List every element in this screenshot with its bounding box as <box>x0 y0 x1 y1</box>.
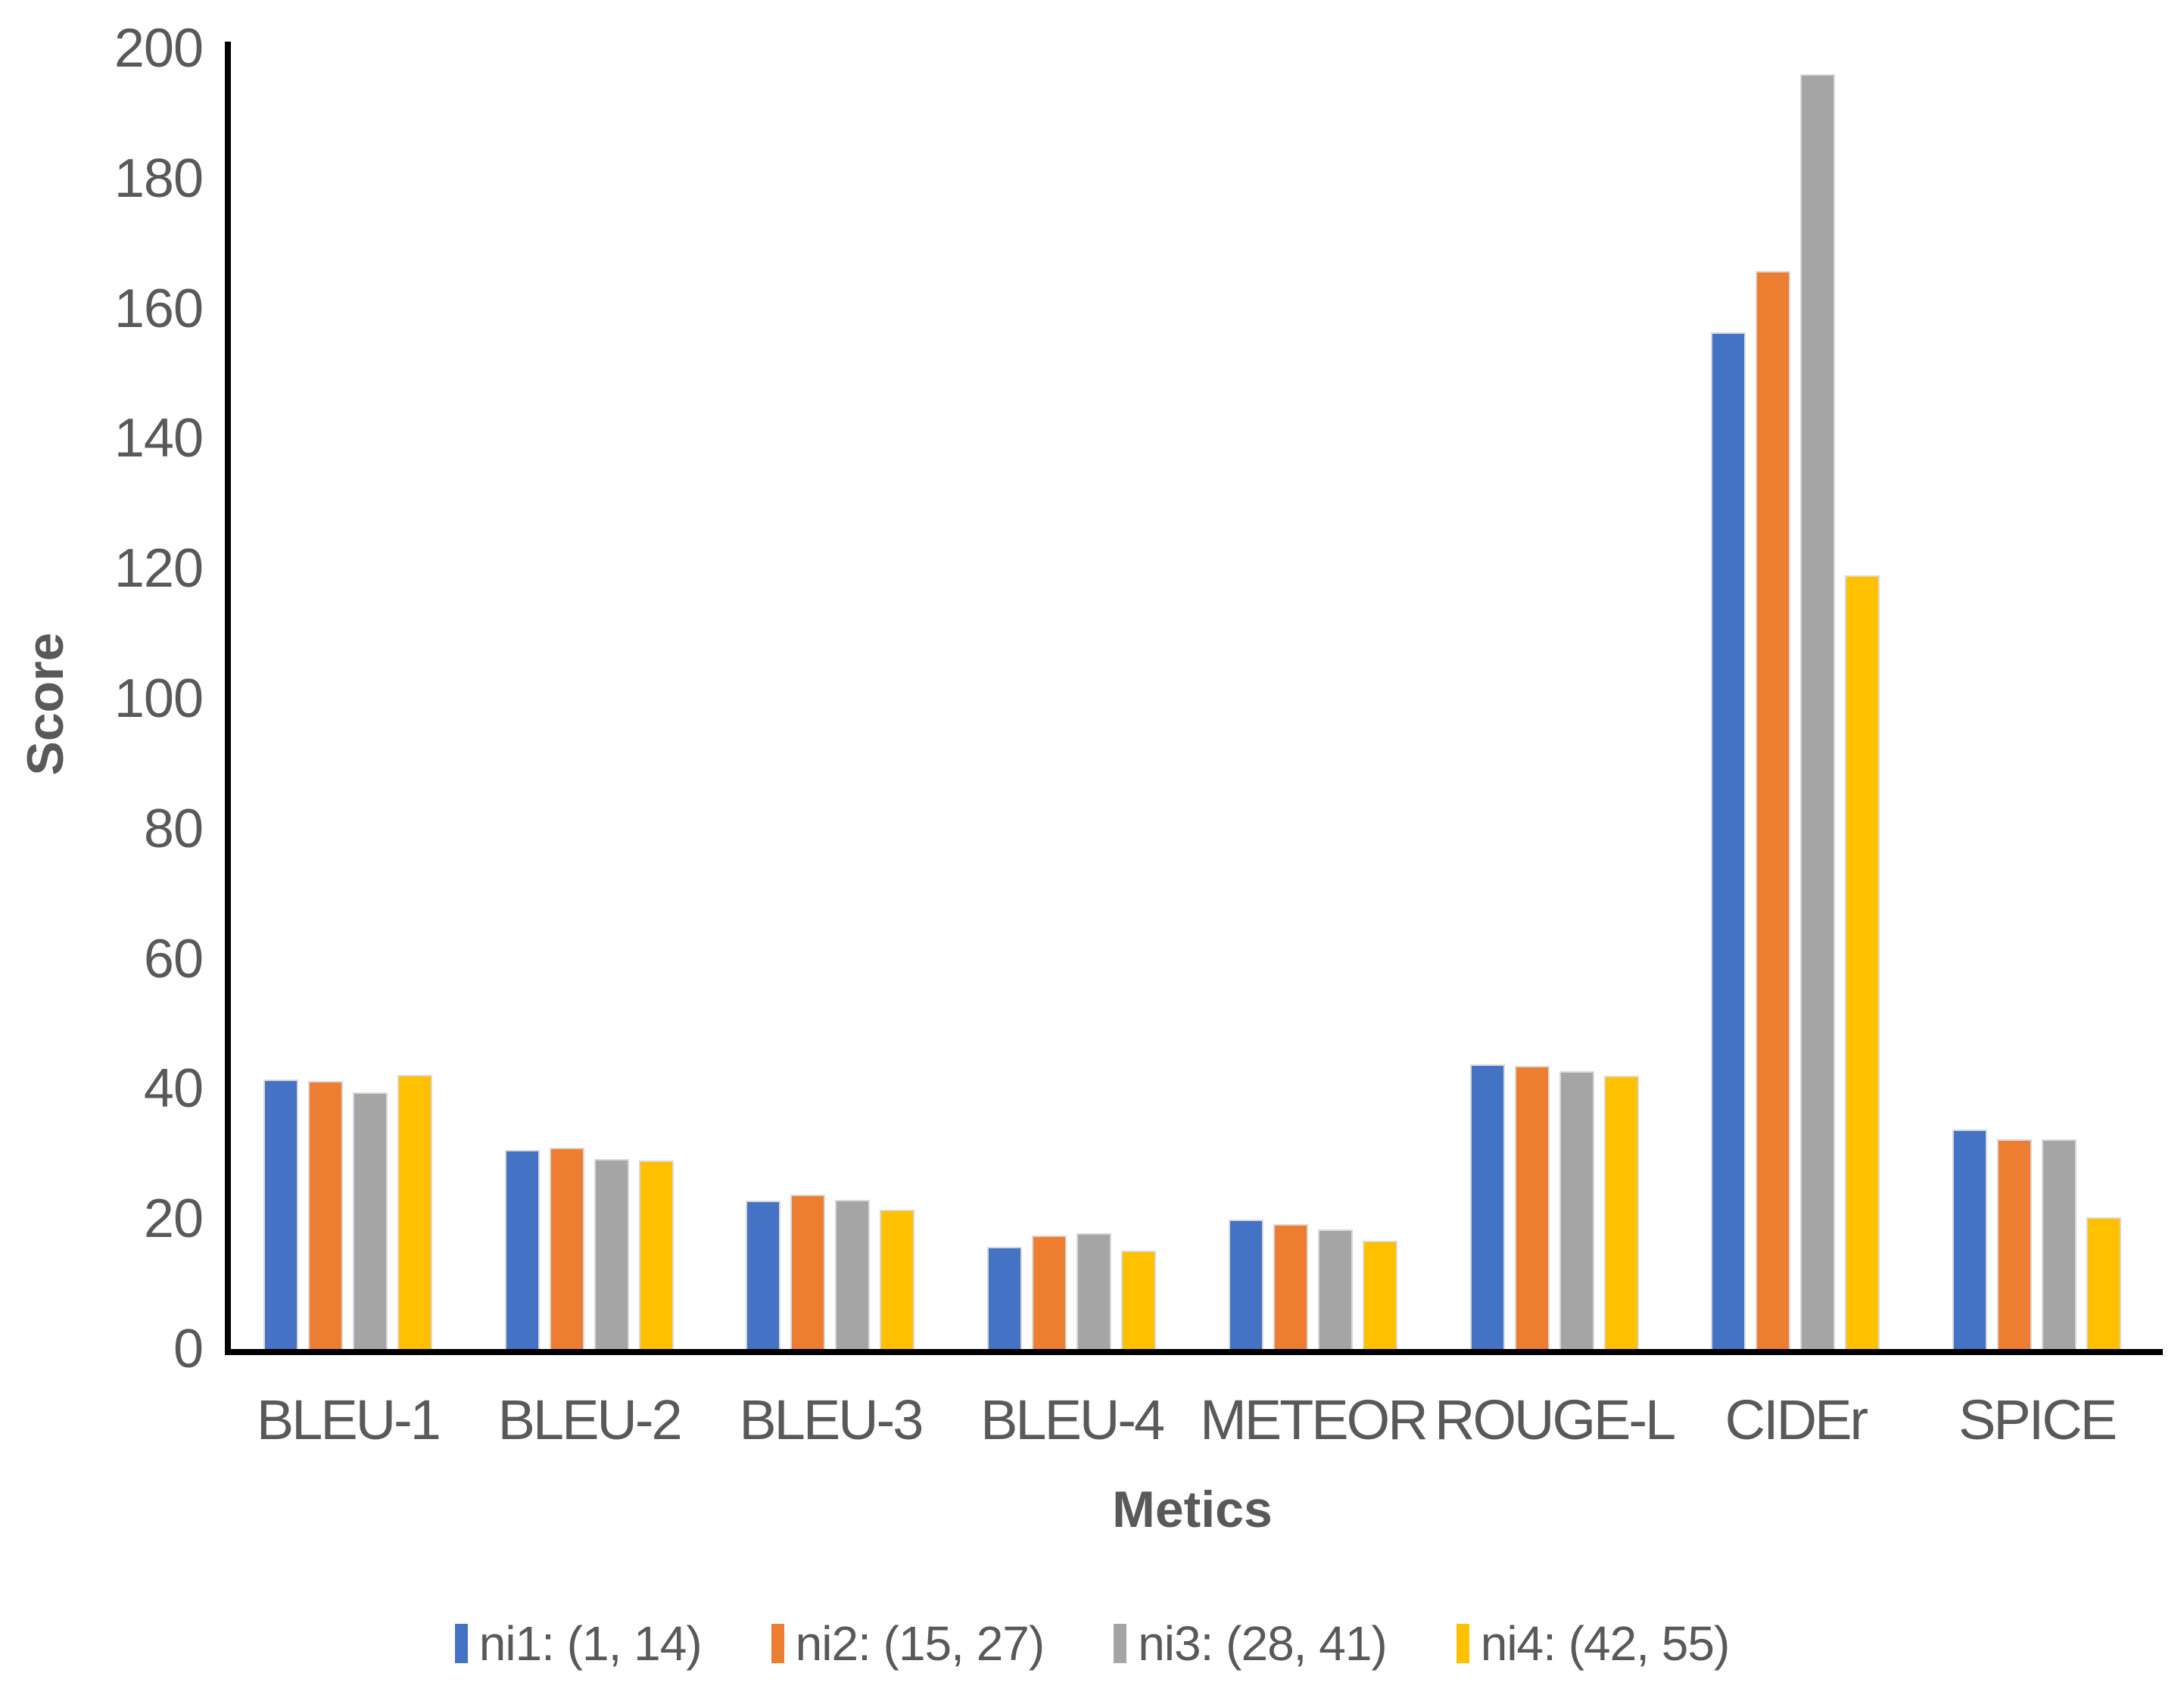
x-tick-label-BLEU-3: BLEU-3 <box>739 1388 924 1451</box>
x-tick-label-CIDEr: CIDEr <box>1724 1388 1868 1451</box>
legend: ni1: (1, 14) ni2: (15, 27) ni3: (28, 41) ni… <box>0 1616 2184 1671</box>
bar-ni4-BLEU-4 <box>1121 1251 1157 1349</box>
bar-ni3-METEOR <box>1317 1229 1353 1349</box>
y-tick-label: 140 <box>114 408 204 469</box>
bar-ni1-SPICE <box>1952 1129 1988 1349</box>
x-tick-label-BLEU-4: BLEU-4 <box>980 1388 1165 1451</box>
y-tick-label: 180 <box>114 148 204 209</box>
y-tick-label: 0 <box>173 1319 204 1379</box>
bar-ni2-BLEU-4 <box>1032 1235 1067 1349</box>
bar-ni2-BLEU-3 <box>790 1194 826 1349</box>
bar-ni4-ROUGE-L <box>1603 1076 1639 1349</box>
y-tick-label: 60 <box>143 928 204 989</box>
y-tick-label: 100 <box>114 668 204 729</box>
legend-item-ni1: ni1: (1, 14) <box>454 1616 703 1671</box>
y-tick-label: 120 <box>114 538 204 600</box>
legend-label: ni1: (1, 14) <box>478 1616 703 1671</box>
legend-item-ni3: ni3: (28, 41) <box>1114 1616 1388 1671</box>
bar-ni4-BLEU-3 <box>880 1210 915 1349</box>
bar-ni1-CIDEr <box>1711 332 1746 1349</box>
bar-ni1-METEOR <box>1228 1220 1263 1349</box>
bar-ni2-METEOR <box>1273 1224 1308 1349</box>
bar-ni3-SPICE <box>2042 1139 2077 1349</box>
legend-swatch-icon <box>454 1624 468 1663</box>
bar-ni1-BLEU-2 <box>504 1150 540 1349</box>
bar-ni3-BLEU-2 <box>594 1159 629 1349</box>
legend-item-ni2: ni2: (15, 27) <box>771 1616 1045 1671</box>
y-tick-label: 80 <box>143 798 204 859</box>
bar-ni1-BLEU-1 <box>263 1079 298 1349</box>
bar-ni4-BLEU-1 <box>397 1075 432 1349</box>
y-tick-label: 40 <box>143 1058 204 1120</box>
x-tick-label-SPICE: SPICE <box>1958 1388 2117 1451</box>
bar-ni3-BLEU-1 <box>352 1092 388 1349</box>
bar-ni2-BLEU-2 <box>549 1147 584 1349</box>
bar-ni1-BLEU-3 <box>746 1201 781 1349</box>
bar-ni3-BLEU-3 <box>835 1200 871 1349</box>
bar-ni4-SPICE <box>2086 1217 2122 1349</box>
legend-swatch-icon <box>1114 1624 1127 1663</box>
bar-ni1-ROUGE-L <box>1469 1064 1505 1349</box>
legend-label: ni4: (42, 55) <box>1480 1616 1731 1671</box>
x-axis-title: Metics <box>1112 1481 1273 1538</box>
bar-ni2-CIDEr <box>1756 270 1791 1349</box>
bar-ni3-BLEU-4 <box>1076 1233 1112 1349</box>
bar-ni3-ROUGE-L <box>1559 1071 1594 1349</box>
x-axis-line <box>225 1349 2163 1355</box>
y-tick-label: 20 <box>143 1189 204 1250</box>
legend-label: ni3: (28, 41) <box>1138 1616 1388 1671</box>
bar-ni4-CIDEr <box>1845 575 1880 1349</box>
x-tick-label-METEOR: METEOR <box>1200 1388 1428 1451</box>
bar-ni2-SPICE <box>1997 1139 2033 1349</box>
bar-ni4-METEOR <box>1362 1241 1397 1349</box>
legend-swatch-icon <box>1456 1624 1469 1663</box>
x-tick-label-BLEU-1: BLEU-1 <box>256 1388 441 1451</box>
y-tick-label: 200 <box>114 18 204 79</box>
bar-ni2-ROUGE-L <box>1514 1066 1550 1349</box>
bar-ni4-BLEU-2 <box>638 1160 674 1349</box>
x-tick-label-BLEU-2: BLEU-2 <box>497 1388 683 1451</box>
y-axis-line <box>225 42 231 1354</box>
bar-ni3-CIDEr <box>1800 74 1836 1349</box>
legend-swatch-icon <box>771 1624 784 1663</box>
y-tick-label: 160 <box>114 278 204 339</box>
bar-ni2-BLEU-1 <box>307 1081 343 1349</box>
legend-label: ni2: (15, 27) <box>795 1616 1045 1671</box>
legend-item-ni4: ni4: (42, 55) <box>1456 1616 1731 1671</box>
x-tick-label-ROUGE-L: ROUGE-L <box>1435 1388 1676 1451</box>
bar-ni1-BLEU-4 <box>987 1247 1023 1349</box>
